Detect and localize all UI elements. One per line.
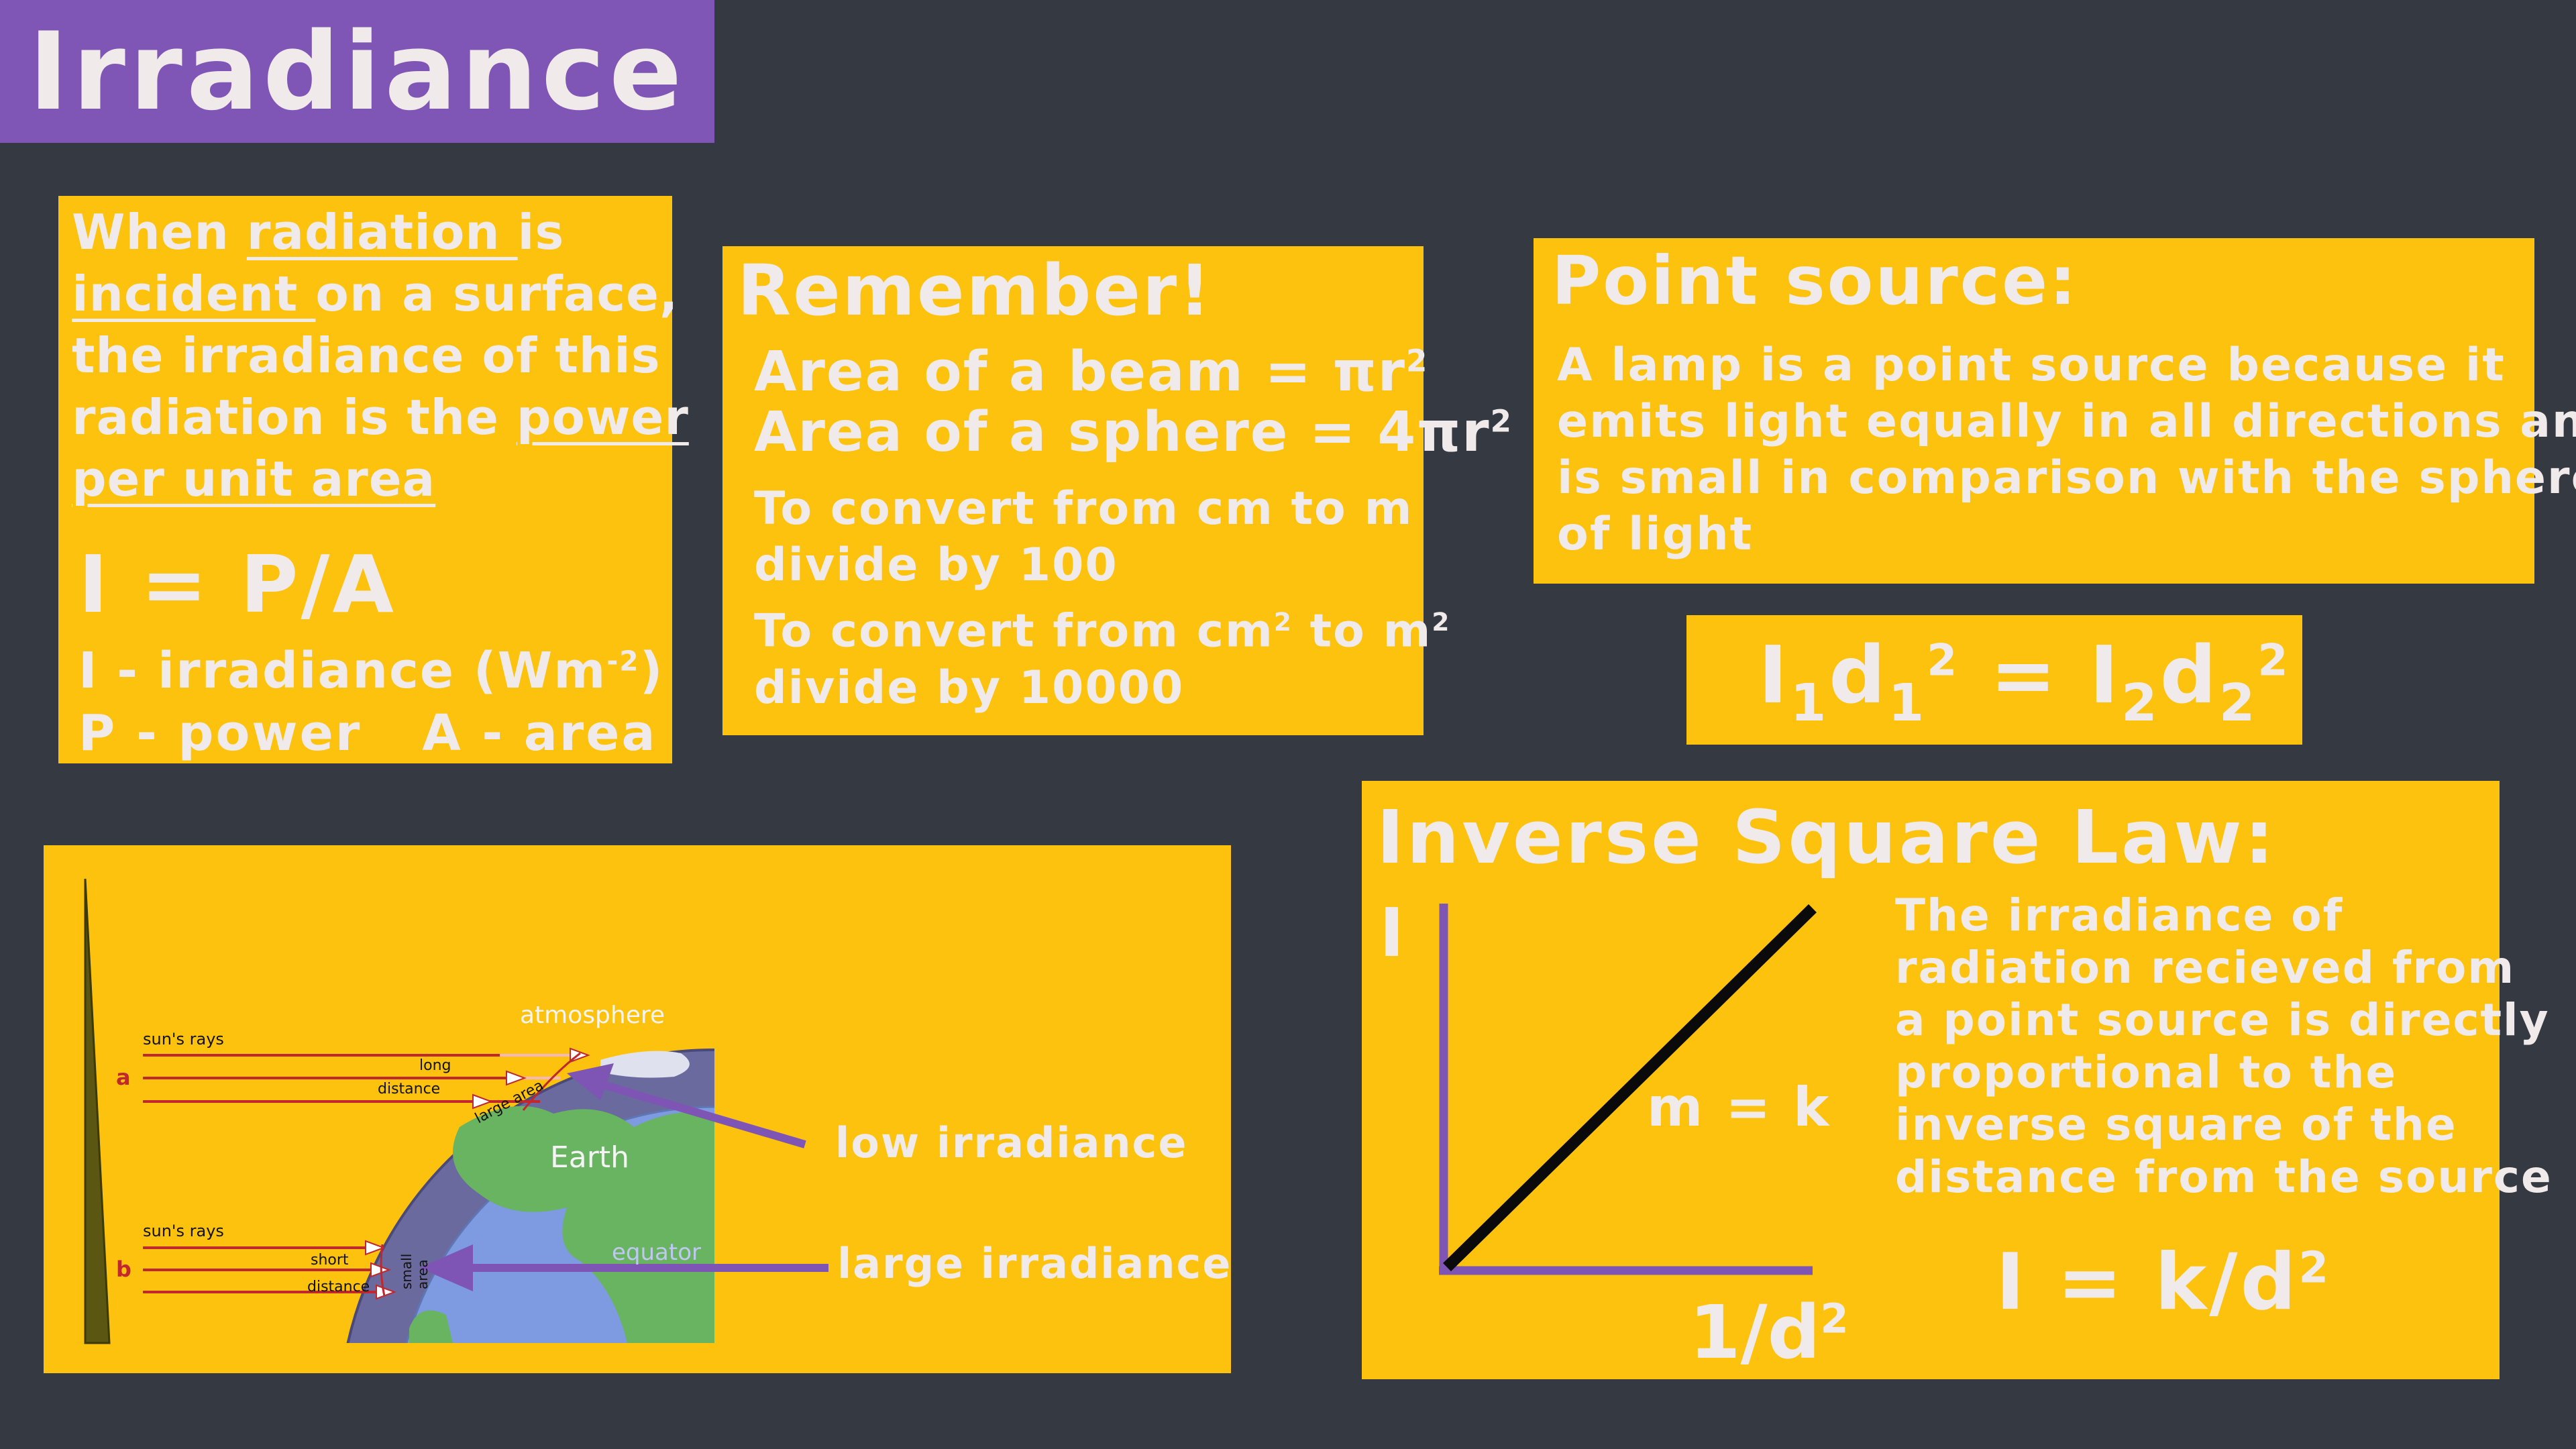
inverse-square-equation-box: I1d12 = I2d22 (1686, 615, 2302, 745)
label-distance-b: distance (307, 1279, 370, 1295)
label-suns-rays-b: sun's rays (143, 1222, 224, 1240)
page-title: Irradiance (28, 9, 686, 134)
label-long: long (419, 1057, 451, 1074)
formula-key-irradiance: I - irradiance (Wm-2) (78, 642, 664, 700)
term-radiation: radiation (246, 204, 518, 260)
graph-gradient-label: m = k (1647, 1076, 1831, 1138)
label-equator: equator (612, 1239, 701, 1266)
formula-key-power-area: P - power A - area (78, 704, 657, 762)
point-source-heading: Point source: (1552, 241, 2078, 320)
label-suns-rays-a: sun's rays (143, 1030, 224, 1049)
land-mass (453, 1106, 714, 1343)
definition-box: When radiation is incident on a surface,… (58, 196, 688, 763)
remember-box: Remember! Area of a beam = πr2 Area of a… (722, 246, 1511, 735)
definition-text: When radiation is incident on a surface,… (72, 204, 689, 507)
point-source-box: Point source: A lamp is a point source b… (1534, 238, 2576, 584)
land-mass-small (409, 1310, 453, 1343)
earth-irradiance-diagram: sun's rays a long distance large area at… (84, 878, 1231, 1344)
label-b: b (116, 1256, 131, 1282)
label-a: a (116, 1065, 131, 1090)
label-atmosphere: atmosphere (520, 1002, 665, 1029)
inverse-square-law-box: Inverse Square Law: I m = k 1/d2 The irr… (1362, 781, 2551, 1379)
label-area: area (415, 1259, 431, 1289)
sun-edge (84, 878, 111, 1344)
graph-line (1443, 904, 1817, 1272)
unit-conversions: To convert from cm to m divide by 100 To… (754, 482, 1451, 714)
label-distance-a: distance (378, 1081, 440, 1097)
cloud-patch (600, 1051, 690, 1078)
label-earth: Earth (550, 1140, 629, 1175)
graph-y-label: I (1379, 894, 1405, 972)
inverse-square-heading: Inverse Square Law: (1377, 794, 2277, 880)
ray-arrowheads-a (472, 1047, 590, 1110)
rays-b (143, 1246, 392, 1293)
term-incident: incident (72, 266, 316, 322)
inverse-square-equation: I1d12 = I2d22 (1758, 629, 2291, 733)
sphere-area-formula: Area of a sphere = 4πr2 (754, 400, 1513, 464)
label-low-irradiance: low irradiance (835, 1118, 1187, 1167)
inverse-square-graph (1439, 904, 1817, 1275)
beam-area-formula: Area of a beam = πr2 (754, 340, 1429, 404)
point-source-text: A lamp is a point source because it emit… (1557, 339, 2576, 561)
irradiance-formula: I = P/A (78, 538, 396, 631)
low-irradiance-arrow (567, 1063, 806, 1148)
large-irradiance-arrow (419, 1244, 828, 1291)
label-large-irradiance: large irradiance (837, 1239, 1231, 1288)
small-area-outline (380, 1244, 386, 1297)
term-power: power (516, 389, 689, 445)
label-short: short (311, 1252, 349, 1269)
label-small: small (398, 1254, 415, 1289)
inverse-square-formula: I = k/d2 (1996, 1237, 2332, 1328)
term-per-unit-area: per unit area (72, 451, 436, 507)
graph-x-label: 1/d2 (1689, 1289, 1849, 1375)
earth-diagram-box: sun's rays a long distance large area at… (44, 845, 1231, 1373)
title-banner: Irradiance (0, 0, 714, 143)
inverse-square-description: The irradiance of radiation recieved fro… (1895, 890, 2553, 1203)
remember-heading: Remember! (737, 250, 1213, 331)
ray-arrowheads-b (365, 1240, 396, 1300)
large-area-outline (522, 1052, 581, 1111)
